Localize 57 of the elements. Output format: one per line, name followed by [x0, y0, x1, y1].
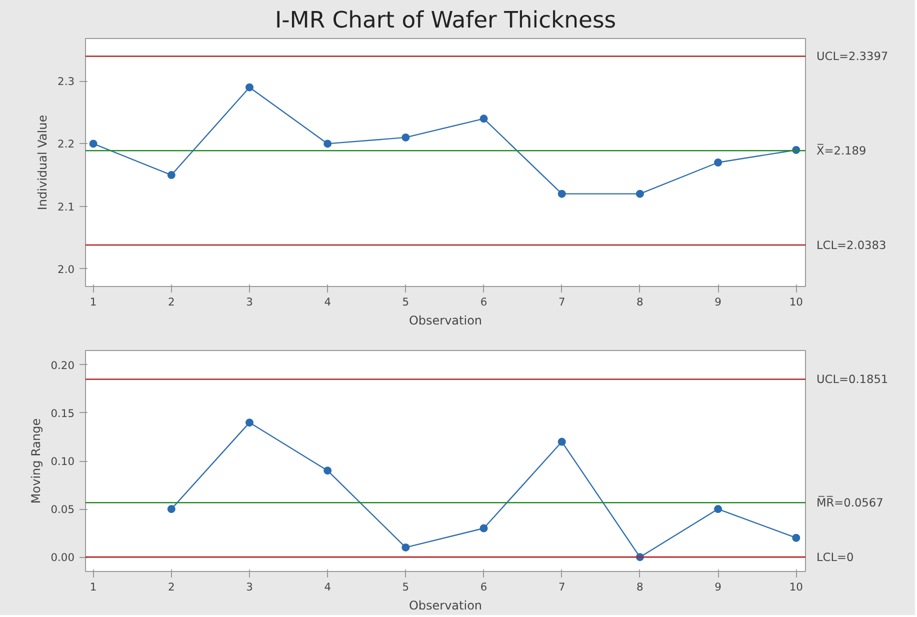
- x-tick-label: 1: [90, 296, 97, 308]
- ref-line-label: UCL=0.1851: [816, 372, 888, 386]
- x-tick-label: 1: [90, 580, 97, 594]
- y-axis-title: Individual Value: [36, 114, 50, 210]
- x-tick-label: 9: [714, 580, 722, 594]
- point: [324, 140, 332, 148]
- x-tick-label: 8: [636, 580, 644, 594]
- x-tick-label: 2: [168, 580, 175, 594]
- point: [792, 534, 800, 542]
- x-tick-label: 5: [402, 296, 410, 308]
- x-tick-label: 10: [789, 296, 804, 308]
- chart-title: I-MR Chart of Wafer Thickness: [274, 8, 616, 34]
- y-tick-label: 0.15: [50, 406, 75, 420]
- y-tick-label: 0.20: [50, 358, 75, 372]
- x-tick-label: 7: [558, 296, 566, 308]
- point: [714, 158, 722, 166]
- x-tick-label: 10: [789, 580, 804, 594]
- x-tick-label: 2: [168, 296, 175, 308]
- point: [402, 543, 410, 552]
- ref-line-label: M̅R̅=0.0567: [816, 496, 884, 510]
- x-tick-label: 4: [324, 580, 332, 594]
- x-axis-title: Observation: [408, 598, 482, 612]
- y-tick-label: 0.10: [50, 455, 75, 468]
- y-tick-label: 0.05: [50, 503, 75, 516]
- point: [245, 418, 254, 427]
- ref-line-label: UCL=2.3397: [816, 49, 888, 64]
- point: [167, 505, 176, 514]
- y-axis-title: Moving Range: [28, 418, 43, 504]
- point: [558, 190, 566, 198]
- x-tick-label: 6: [480, 580, 488, 594]
- point: [324, 466, 332, 475]
- point: [636, 190, 644, 198]
- point: [558, 438, 566, 446]
- y-tick-label: 2.0: [58, 262, 75, 276]
- ref-line-label: LCL=2.0383: [816, 238, 886, 252]
- ref-line-label: LCL=0: [816, 550, 854, 564]
- point: [480, 114, 488, 123]
- x-tick-label: 5: [402, 580, 410, 594]
- y-tick-label: 2.2: [58, 138, 75, 151]
- x-tick-label: 3: [246, 580, 253, 594]
- x-tick-label: 4: [324, 296, 332, 308]
- x-tick-label: 8: [636, 296, 644, 308]
- x-tick-label: 3: [246, 296, 253, 308]
- ref-line-label: X̅=2.189: [816, 144, 866, 158]
- y-tick-label: 0.00: [50, 551, 75, 564]
- y-tick-label: 2.3: [58, 75, 75, 88]
- x-tick-label: 9: [714, 296, 722, 308]
- x-tick-label: 7: [558, 580, 566, 594]
- point: [245, 83, 254, 92]
- point: [714, 505, 722, 514]
- point: [402, 133, 410, 142]
- x-tick-label: 6: [480, 296, 488, 308]
- point: [167, 171, 176, 180]
- point: [89, 140, 98, 148]
- y-tick-label: 2.1: [58, 200, 75, 214]
- point: [480, 524, 488, 532]
- x-axis-title: Observation: [408, 314, 482, 328]
